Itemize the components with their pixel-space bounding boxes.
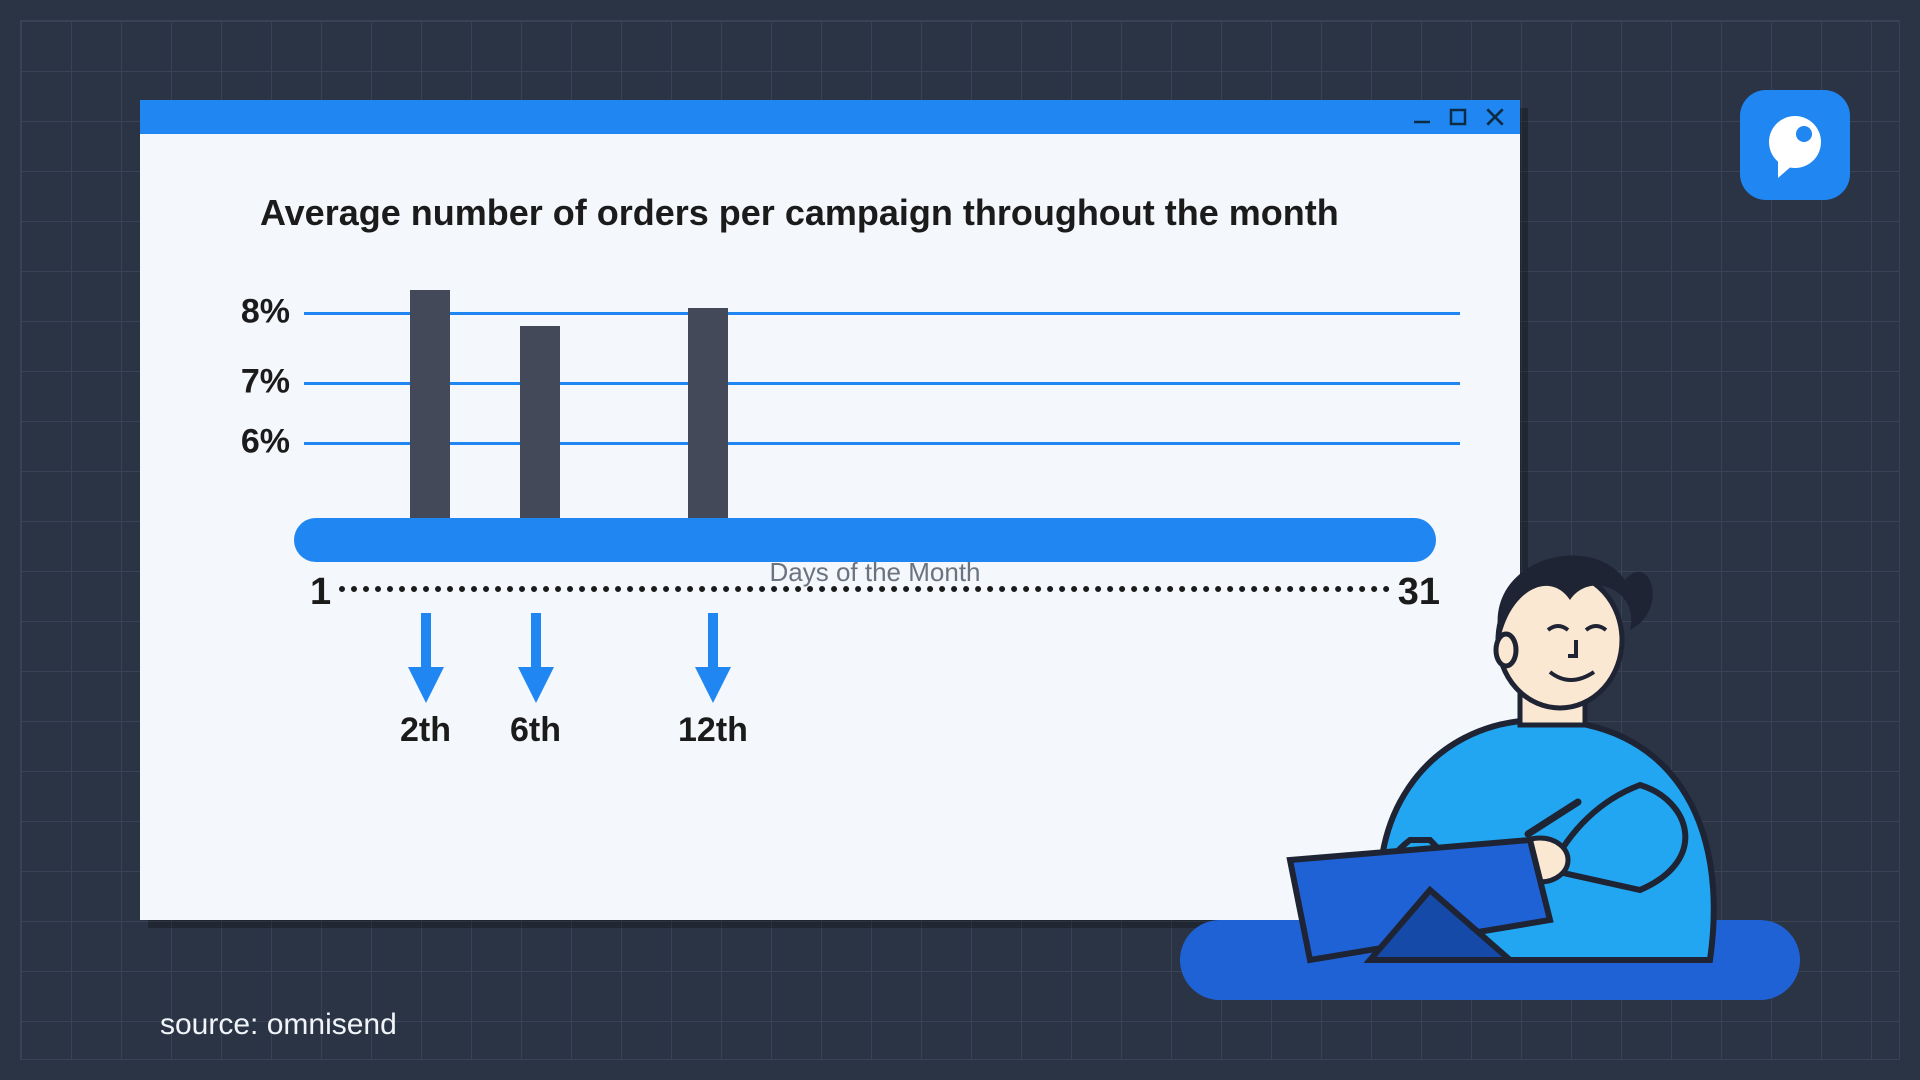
brand-logo — [1740, 90, 1850, 200]
day-label: 12th — [678, 711, 748, 750]
person-illustration — [1170, 490, 1810, 1010]
bar — [520, 326, 560, 518]
y-tick-label: 6% — [241, 423, 290, 462]
y-tick-label: 8% — [241, 293, 290, 332]
x-axis-caption: Days of the Month — [770, 557, 981, 588]
bar — [410, 290, 450, 518]
arrow-down-icon — [695, 613, 731, 703]
window-titlebar — [140, 100, 1520, 134]
y-tick-label: 7% — [241, 363, 290, 402]
minimize-icon — [1412, 107, 1432, 127]
arrow-down-icon — [518, 613, 554, 703]
maximize-icon — [1448, 107, 1468, 127]
day-callout: 2th — [400, 613, 451, 750]
bar — [688, 308, 728, 518]
day-label: 6th — [510, 711, 561, 750]
arrow-down-icon — [408, 613, 444, 703]
chart-title: Average number of orders per campaign th… — [260, 192, 1460, 234]
day-callout: 6th — [510, 613, 561, 750]
day-callout: 12th — [678, 613, 748, 750]
day-label: 2th — [400, 711, 451, 750]
source-attribution: source: omnisend — [160, 1008, 397, 1042]
speech-bubble-icon — [1760, 110, 1830, 180]
x-start-label: 1 — [310, 571, 331, 614]
close-icon — [1484, 106, 1506, 128]
